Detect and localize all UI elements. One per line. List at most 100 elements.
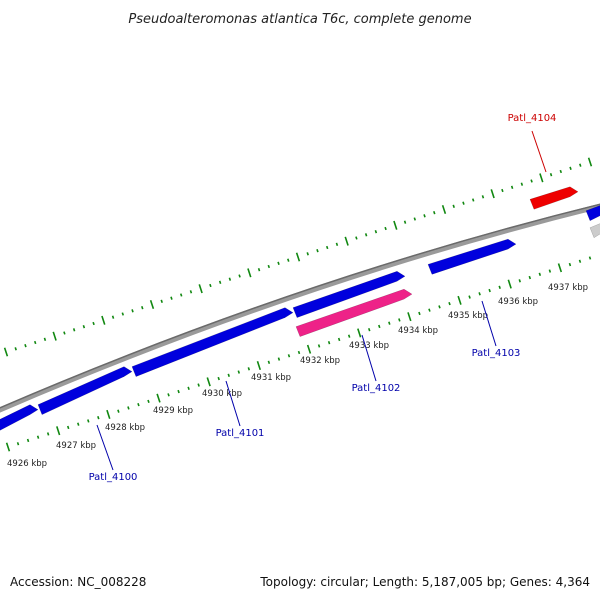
inner-tick <box>167 393 170 397</box>
outer-tick <box>295 252 301 262</box>
outer-tick <box>131 309 134 313</box>
outer-tick <box>433 210 436 215</box>
kbp-label: 4929 kbp <box>153 406 193 416</box>
outer-tick <box>160 299 163 304</box>
inner-tick <box>287 354 291 358</box>
inner-tick <box>227 373 230 377</box>
inner-tick <box>87 419 90 423</box>
outer-tick <box>530 179 533 183</box>
inner-tick <box>137 402 140 407</box>
gene-label[interactable]: Patl_4104 <box>508 113 557 124</box>
gene-arrow[interactable] <box>295 288 413 337</box>
genome-summary-label: Topology: circular; Length: 5,187,005 bp… <box>259 575 590 589</box>
inner-tick <box>418 311 421 316</box>
inner-tick <box>548 269 552 273</box>
inner-tick <box>16 442 20 446</box>
inner-tick <box>448 301 451 306</box>
gene-arrow[interactable] <box>0 404 39 444</box>
outer-tick <box>141 305 144 310</box>
kbp-label: 4933 kbp <box>349 341 389 351</box>
gene-arrow[interactable] <box>585 205 600 222</box>
inner-tick <box>256 361 262 371</box>
inner-tick <box>468 295 471 299</box>
outer-tick <box>374 229 378 234</box>
inner-tick <box>398 318 401 322</box>
outer-tick <box>344 236 349 246</box>
accession-label: Accession: NC_008228 <box>10 575 146 589</box>
label-leader <box>96 424 114 471</box>
inner-tick <box>156 393 161 403</box>
gene-label[interactable]: Patl_4101 <box>216 428 265 439</box>
outer-tick <box>325 245 329 250</box>
outer-tick <box>92 321 95 326</box>
inner-tick <box>428 308 431 312</box>
inner-tick <box>327 341 331 345</box>
inner-tick <box>187 386 190 391</box>
inner-tick <box>297 350 301 355</box>
inner-tick <box>46 432 50 436</box>
inner-tick <box>407 312 412 322</box>
outer-tick <box>520 182 524 186</box>
inner-tick <box>518 279 521 283</box>
outer-tick <box>209 283 212 288</box>
inner-tick <box>177 389 180 394</box>
outer-tick <box>43 337 47 342</box>
outer-tick <box>569 166 572 171</box>
inner-tick <box>56 426 61 436</box>
kbp-label: 4934 kbp <box>398 326 438 336</box>
gene-label[interactable]: Patl_4100 <box>89 472 138 483</box>
label-leader-lines <box>96 130 547 471</box>
inner-tick <box>267 360 271 364</box>
outer-tick <box>587 157 593 167</box>
outer-tick <box>510 185 514 190</box>
inner-tick <box>578 259 582 263</box>
gene-arrow[interactable] <box>131 307 294 377</box>
gene-arrow[interactable] <box>37 366 133 416</box>
inner-tick <box>77 422 80 426</box>
outer-tick <box>238 274 241 278</box>
inner-tick <box>206 377 211 387</box>
gene-arrow[interactable] <box>427 238 517 275</box>
inner-tick <box>528 275 532 280</box>
outer-tick <box>335 242 339 247</box>
kbp-label: 4932 kbp <box>300 356 340 366</box>
outer-tick <box>452 204 455 209</box>
inner-tick <box>588 256 592 260</box>
outer-tick <box>539 173 544 183</box>
outer-tick <box>111 315 115 319</box>
gene-label[interactable]: Patl_4102 <box>352 383 401 394</box>
inner-tick <box>507 279 512 289</box>
inner-tick <box>347 334 351 338</box>
outer-tick <box>471 198 475 202</box>
gene-label[interactable]: Patl_4103 <box>472 348 521 359</box>
inner-tick <box>557 263 563 273</box>
inner-tick <box>368 328 371 332</box>
kbp-label: 4928 kbp <box>105 423 145 433</box>
outer-tick <box>24 343 27 348</box>
inner-tick-track <box>5 256 592 452</box>
outer-tick <box>355 236 358 240</box>
outer-tick <box>413 217 417 221</box>
kbp-label: 4931 kbp <box>251 373 291 383</box>
outer-tick <box>72 328 76 332</box>
outer-tick <box>559 169 563 174</box>
outer-tick <box>189 290 193 294</box>
gene-arrow[interactable] <box>589 223 600 239</box>
outer-tick <box>121 312 125 316</box>
label-leader <box>361 334 377 382</box>
outer-tick <box>247 268 252 278</box>
outer-tick <box>52 331 57 341</box>
outer-tick <box>218 280 222 285</box>
outer-tick <box>287 258 290 262</box>
inner-tick <box>36 435 40 439</box>
inner-tick <box>498 285 501 290</box>
inner-tick <box>237 370 241 374</box>
outer-tick <box>316 248 319 253</box>
outer-tick <box>257 267 261 272</box>
inner-tick <box>438 305 441 309</box>
gene-arrow[interactable] <box>292 271 406 318</box>
outer-tick <box>267 264 271 269</box>
inner-tick <box>147 399 150 404</box>
gene-arrow[interactable] <box>529 186 579 210</box>
